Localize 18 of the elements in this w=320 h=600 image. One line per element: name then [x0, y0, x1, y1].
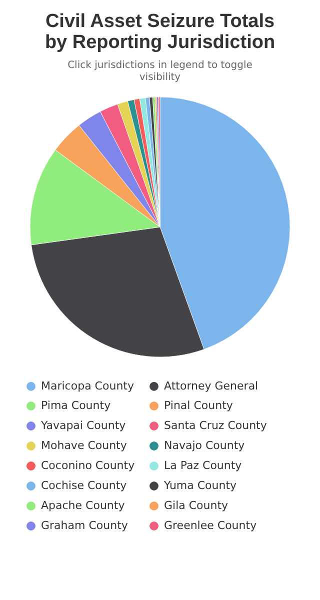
legend-label: Graham County — [41, 519, 128, 532]
legend-label: Cochise County — [41, 479, 128, 492]
legend-label: Apache County — [41, 499, 126, 512]
legend-label: Pinal County — [164, 399, 234, 412]
legend-label: Mohave County — [41, 439, 128, 452]
chart-title: Civil Asset Seizure Totals by Reporting Jurisdiction — [44, 11, 276, 53]
legend-label: Greenlee County — [164, 519, 258, 532]
legend-label: Santa Cruz County — [164, 419, 268, 432]
legend-label: Maricopa County — [41, 379, 134, 392]
legend-label: La Paz County — [164, 459, 242, 472]
legend-label: Gila County — [164, 499, 229, 512]
legend-label: Yuma County — [163, 479, 238, 492]
legend-label: Coconino County — [41, 459, 136, 472]
legend-label: Navajo County — [164, 439, 246, 452]
legend-label: Attorney General — [164, 379, 258, 392]
legend-label: Yavapai County — [40, 419, 126, 432]
legend-label: Pima County — [41, 399, 112, 412]
chart-subtitle: Click jurisdictions in legend to toggle visibility — [68, 60, 252, 83]
